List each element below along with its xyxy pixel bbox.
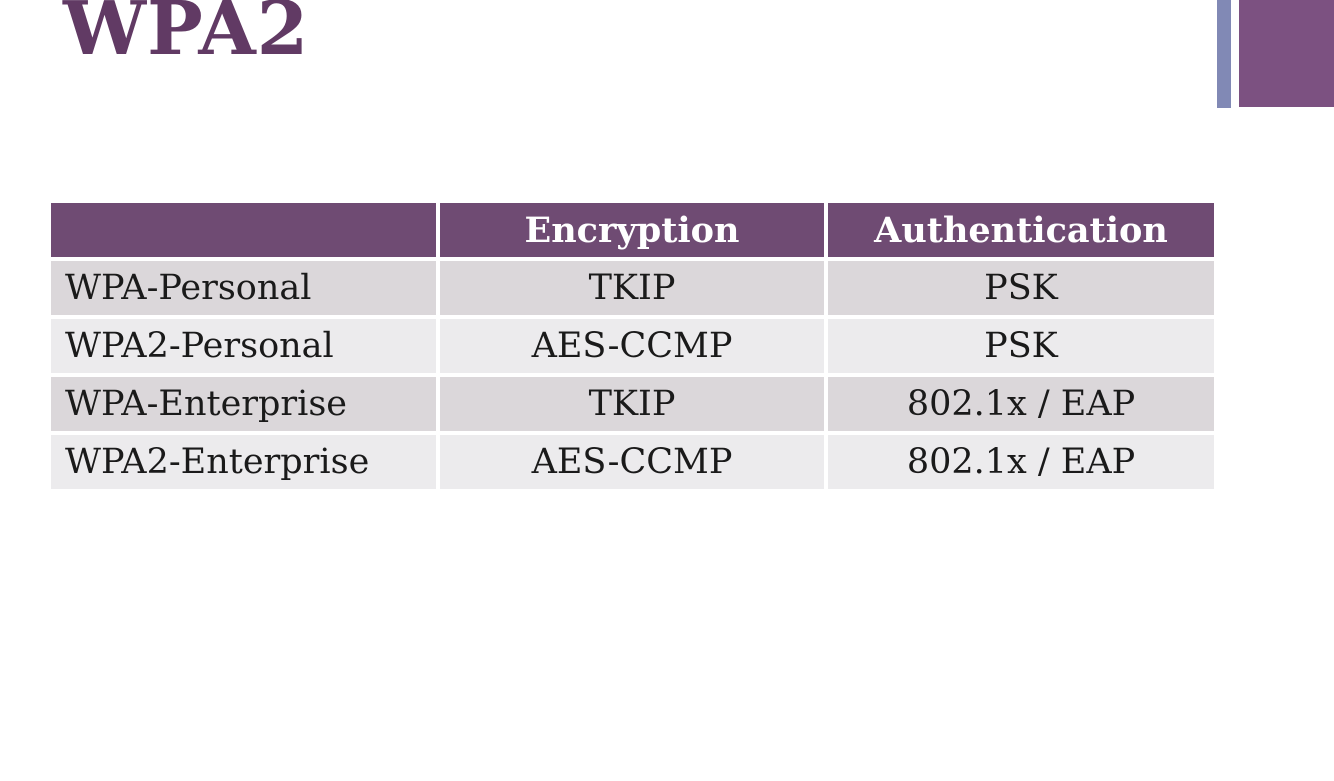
table-cell-authentication: 802.1x / EAP [828,435,1214,489]
corner-accent-wide-bar [1239,0,1334,107]
table-cell-encryption: AES-CCMP [440,319,824,373]
table-cell-authentication: 802.1x / EAP [828,377,1214,431]
table-cell-authentication: PSK [828,319,1214,373]
table-header-encryption: Encryption [440,203,824,257]
wpa-comparison-table: Encryption Authentication WPA-Personal T… [51,203,1214,489]
slide-title: WPA2 [63,0,310,72]
table-cell-encryption: AES-CCMP [440,435,824,489]
table-cell-encryption: TKIP [440,377,824,431]
table-header-blank [51,203,436,257]
table-cell-encryption: TKIP [440,261,824,315]
table-row-label: WPA-Personal [51,261,436,315]
table-row-label: WPA2-Personal [51,319,436,373]
table-cell-authentication: PSK [828,261,1214,315]
table-row-label: WPA2-Enterprise [51,435,436,489]
corner-accent-thin-bar [1217,0,1231,108]
table-header-authentication: Authentication [828,203,1214,257]
table-row-label: WPA-Enterprise [51,377,436,431]
